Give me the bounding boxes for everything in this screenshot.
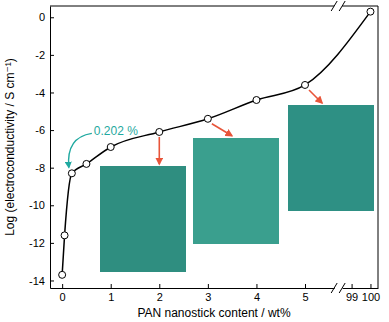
y-axis-title: Log (electroconductivity / S cm⁻¹): [3, 58, 17, 236]
data-point: [204, 115, 211, 122]
tick: -2: [35, 49, 54, 61]
tick-label: 1: [108, 291, 114, 303]
axis-line: [51, 288, 335, 289]
axis-line: [343, 288, 379, 289]
tick-mark: [50, 130, 54, 131]
inset-image: [193, 138, 279, 244]
data-point: [253, 97, 260, 104]
tick-mark: [50, 55, 54, 56]
tick-label: -4: [35, 87, 45, 99]
annotation: 0.202 %: [94, 124, 138, 138]
data-point: [59, 271, 66, 278]
data-point: [107, 144, 114, 151]
tick-mark: [352, 284, 353, 288]
x-axis: 99 100: [343, 284, 380, 303]
tick-label: 5: [302, 291, 308, 303]
tick: -4: [35, 87, 54, 99]
tick-mark: [50, 92, 54, 93]
tick-mark: [159, 284, 160, 288]
tick: -6: [35, 124, 54, 136]
tick: 0: [60, 284, 66, 303]
tick-label: 100: [362, 291, 380, 303]
data-point: [302, 81, 309, 88]
tick-label: 0: [60, 291, 66, 303]
tick-mark: [256, 284, 257, 288]
tick: 1: [108, 284, 114, 303]
frame-line: [50, 6, 334, 7]
tick-label: -2: [35, 49, 45, 61]
data-point: [367, 8, 374, 15]
tick: -8: [35, 162, 54, 174]
data-point: [68, 170, 75, 177]
tick-label: 2: [157, 291, 163, 303]
tick-mark: [50, 168, 54, 169]
data-point: [61, 232, 68, 239]
tick-label: -10: [29, 199, 45, 211]
arrows: [159, 90, 322, 164]
tick-label: -8: [35, 162, 45, 174]
chart: -14 -12 -10 -8 -6 -4 -2 0 0 1 2 3 4 5 99 100 0.202 % PAN …: [0, 0, 389, 322]
tick: 2: [157, 284, 163, 303]
inset-image: [288, 105, 374, 211]
tick-mark: [50, 17, 54, 18]
tick-mark: [50, 243, 54, 244]
arrow: [309, 90, 322, 103]
x-axis: 0 1 2 3 4 5: [51, 284, 335, 303]
tick-label: 3: [205, 291, 211, 303]
frame: [50, 1, 378, 293]
tick-mark: [370, 284, 371, 288]
break-mark: [339, 1, 345, 11]
frame-line: [342, 6, 378, 7]
axis-line: [50, 7, 51, 289]
tick: -12: [29, 237, 54, 249]
tick: 100: [362, 284, 380, 303]
tick-label: -6: [35, 124, 45, 136]
tick-label: 0: [39, 11, 45, 23]
tick-mark: [208, 284, 209, 288]
break-mark: [331, 283, 337, 293]
data-point: [83, 160, 90, 167]
tick: 5: [302, 284, 308, 303]
tick: -14: [29, 275, 54, 287]
tick: 0: [39, 11, 54, 23]
tick-label: -14: [29, 275, 45, 287]
inset-image: [100, 166, 186, 272]
arrow: [212, 124, 232, 136]
frame-line: [378, 6, 379, 288]
tick-mark: [50, 280, 54, 281]
tick: 4: [254, 284, 260, 303]
plot-area: [59, 8, 374, 278]
tick-label: 99: [346, 291, 358, 303]
annotation-arrow: [69, 133, 92, 167]
tick-label: -12: [29, 237, 45, 249]
tick-label: 4: [254, 291, 260, 303]
data-line: [62, 12, 370, 275]
insets: [100, 105, 374, 272]
tick-mark: [305, 284, 306, 288]
break-mark: [339, 283, 345, 293]
arrow: [158, 137, 160, 164]
tick: -10: [29, 199, 54, 211]
x-axis-title: PAN nanostick content / wt%: [137, 306, 291, 320]
data-point: [156, 128, 163, 135]
tick: 3: [205, 284, 211, 303]
break-mark: [331, 1, 337, 11]
tick-mark: [62, 284, 63, 288]
y-axis: -14 -12 -10 -8 -6 -4 -2 0: [29, 7, 54, 289]
tick-mark: [111, 284, 112, 288]
tick: 99: [346, 284, 358, 303]
tick-mark: [50, 205, 54, 206]
